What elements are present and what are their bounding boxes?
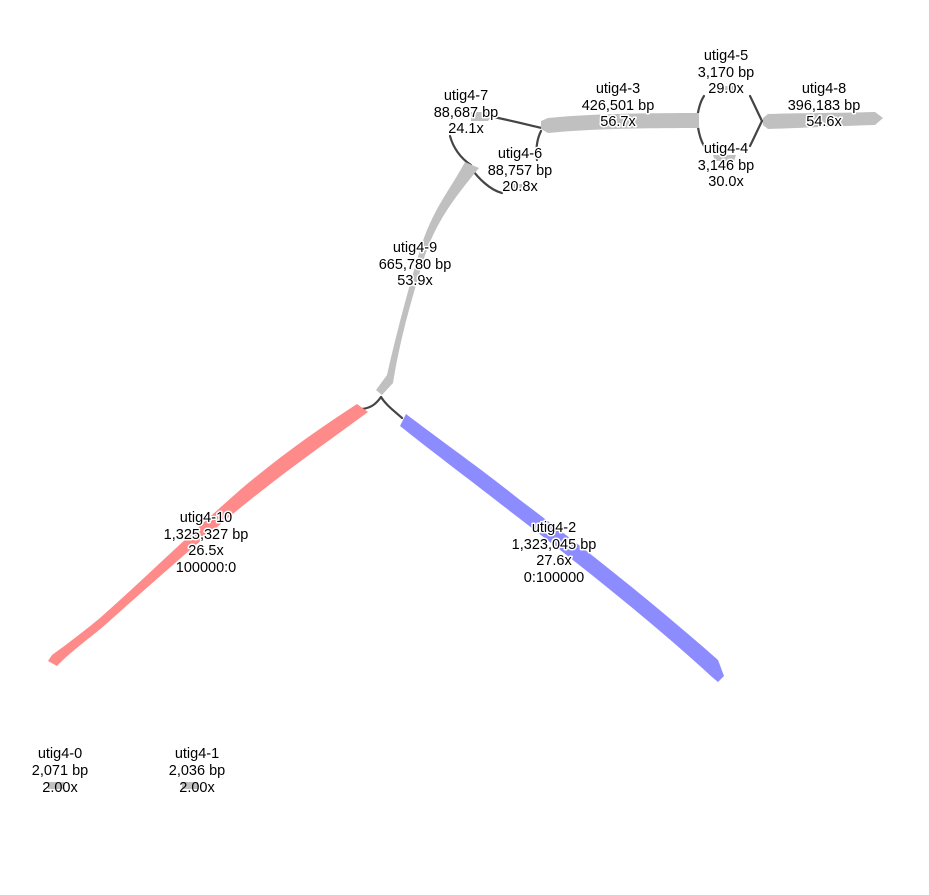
node-length: 3,170 bp: [698, 65, 754, 81]
edge-5-8[interactable]: [748, 94, 764, 123]
label-utig4-0: utig4-0 2,071 bp 2.00x: [32, 746, 88, 796]
node-coverage: 56.7x: [600, 114, 636, 130]
node-name: utig4-5: [704, 48, 748, 64]
node-length: 1,325,327 bp: [164, 527, 249, 543]
node-utig4-2[interactable]: [400, 414, 724, 682]
node-utig4-5[interactable]: [715, 86, 735, 92]
node-coverage: 20.8x: [502, 179, 538, 195]
node-coverage: 29.0x: [708, 81, 744, 97]
node-length: 3,146 bp: [698, 158, 754, 174]
edge-9-10[interactable]: [360, 395, 383, 411]
node-coverage: 54.6x: [806, 114, 842, 130]
node-coverage: 2.00x: [42, 780, 78, 796]
edges: [360, 94, 764, 420]
label-utig4-8: utig4-8 396,183 bp 54.6x: [786, 80, 862, 132]
node-coverage: 53.9x: [397, 273, 433, 289]
nodes: [48, 86, 883, 789]
node-utig4-3[interactable]: [541, 113, 699, 133]
node-length: 426,501 bp: [582, 98, 655, 114]
label-utig4-10: utig4-10 1,325,327 bp 26.5x 100000:0: [162, 509, 250, 578]
node-utig4-10[interactable]: [48, 404, 368, 666]
edge-3-6[interactable]: [535, 129, 543, 162]
label-utig4-7: utig4-7 88,687 bp 24.1x: [432, 87, 500, 139]
node-extra: 100000:0: [176, 560, 236, 576]
label-utig4-1: utig4-1 2,036 bp 2.00x: [169, 746, 225, 796]
node-length: 88,687 bp: [434, 105, 499, 121]
node-name: utig4-8: [802, 81, 846, 97]
node-length: 1,323,045 bp: [512, 537, 597, 553]
node-utig4-9[interactable]: [376, 162, 479, 395]
node-coverage: 26.5x: [188, 543, 224, 559]
label-utig4-2: utig4-2 1,323,045 bp 27.6x 0:100000: [510, 519, 598, 588]
edge-7-3[interactable]: [486, 114, 544, 130]
node-extra: 0:100000: [524, 570, 584, 586]
node-name: utig4-4: [704, 141, 748, 157]
label-utig4-9: utig4-9 665,780 bp 53.9x: [377, 239, 453, 291]
node-utig4-0[interactable]: [48, 782, 64, 789]
label-utig4-4: utig4-4 3,146 bp 30.0x: [696, 140, 755, 192]
label-utig4-6: utig4-6 88,757 bp 20.8x: [486, 145, 554, 197]
node-utig4-4[interactable]: [713, 155, 736, 161]
node-name: utig4-3: [596, 81, 640, 97]
node-name: utig4-7: [444, 88, 488, 104]
node-coverage: 2.00x: [179, 780, 215, 796]
node-name: utig4-1: [175, 746, 219, 762]
edge-9-2[interactable]: [379, 395, 404, 420]
node-utig4-6[interactable]: [503, 184, 527, 190]
edge-4-8[interactable]: [748, 119, 764, 148]
edge-7-9[interactable]: [448, 134, 473, 167]
labels: utig4-0 2,071 bp 2.00x utig4-1 2,036 bp …: [32, 47, 862, 797]
node-utig4-7[interactable]: [471, 112, 491, 121]
node-length: 2,071 bp: [32, 763, 88, 779]
node-utig4-8[interactable]: [763, 112, 883, 129]
node-name: utig4-0: [38, 746, 82, 762]
node-utig4-1[interactable]: [182, 782, 198, 789]
node-name: utig4-6: [498, 146, 542, 162]
node-coverage: 27.6x: [536, 553, 572, 569]
label-utig4-3: utig4-3 426,501 bp 56.7x: [580, 80, 656, 132]
node-length: 88,757 bp: [488, 163, 553, 179]
node-coverage: 24.1x: [448, 121, 484, 137]
node-name: utig4-9: [393, 240, 437, 256]
node-name: utig4-10: [180, 510, 232, 526]
node-name: utig4-2: [532, 520, 576, 536]
node-length: 396,183 bp: [788, 98, 861, 114]
label-utig4-5: utig4-5 3,170 bp 29.0x: [696, 47, 755, 99]
node-coverage: 30.0x: [708, 174, 744, 190]
node-length: 665,780 bp: [379, 257, 452, 273]
node-length: 2,036 bp: [169, 763, 225, 779]
